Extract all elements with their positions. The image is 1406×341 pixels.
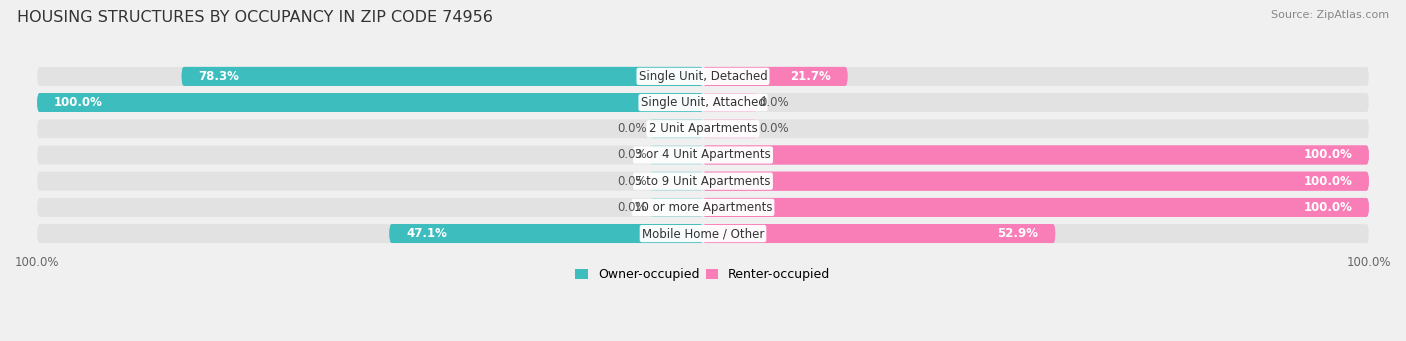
Text: 0.0%: 0.0% xyxy=(617,201,647,214)
Legend: Owner-occupied, Renter-occupied: Owner-occupied, Renter-occupied xyxy=(571,264,835,286)
Text: 100.0%: 100.0% xyxy=(53,96,103,109)
Text: Source: ZipAtlas.com: Source: ZipAtlas.com xyxy=(1271,10,1389,20)
FancyBboxPatch shape xyxy=(703,224,1054,243)
FancyBboxPatch shape xyxy=(650,172,703,191)
Text: 21.7%: 21.7% xyxy=(790,70,831,83)
FancyBboxPatch shape xyxy=(703,146,1369,164)
FancyBboxPatch shape xyxy=(37,146,1369,164)
Text: 47.1%: 47.1% xyxy=(406,227,447,240)
FancyBboxPatch shape xyxy=(37,93,703,112)
Text: 10 or more Apartments: 10 or more Apartments xyxy=(634,201,772,214)
Text: 0.0%: 0.0% xyxy=(617,148,647,162)
FancyBboxPatch shape xyxy=(37,198,1369,217)
FancyBboxPatch shape xyxy=(181,67,703,86)
Text: 5 to 9 Unit Apartments: 5 to 9 Unit Apartments xyxy=(636,175,770,188)
FancyBboxPatch shape xyxy=(703,198,1369,217)
Text: 2 Unit Apartments: 2 Unit Apartments xyxy=(648,122,758,135)
FancyBboxPatch shape xyxy=(37,93,703,112)
FancyBboxPatch shape xyxy=(37,119,1369,138)
FancyBboxPatch shape xyxy=(703,198,1369,217)
FancyBboxPatch shape xyxy=(389,224,703,243)
FancyBboxPatch shape xyxy=(703,146,1369,164)
FancyBboxPatch shape xyxy=(703,172,1369,191)
FancyBboxPatch shape xyxy=(703,172,1369,191)
Text: Mobile Home / Other: Mobile Home / Other xyxy=(641,227,765,240)
Text: 3 or 4 Unit Apartments: 3 or 4 Unit Apartments xyxy=(636,148,770,162)
FancyBboxPatch shape xyxy=(703,93,756,112)
Text: 52.9%: 52.9% xyxy=(997,227,1039,240)
Text: 100.0%: 100.0% xyxy=(1303,175,1353,188)
FancyBboxPatch shape xyxy=(650,146,703,164)
FancyBboxPatch shape xyxy=(37,93,1369,112)
Text: 100.0%: 100.0% xyxy=(1303,201,1353,214)
Text: 100.0%: 100.0% xyxy=(1303,148,1353,162)
FancyBboxPatch shape xyxy=(389,224,703,243)
FancyBboxPatch shape xyxy=(703,119,756,138)
FancyBboxPatch shape xyxy=(703,67,848,86)
Text: 0.0%: 0.0% xyxy=(759,96,789,109)
FancyBboxPatch shape xyxy=(650,119,703,138)
FancyBboxPatch shape xyxy=(181,67,703,86)
FancyBboxPatch shape xyxy=(37,67,1369,86)
Text: 0.0%: 0.0% xyxy=(617,122,647,135)
Text: Single Unit, Attached: Single Unit, Attached xyxy=(641,96,765,109)
Text: Single Unit, Detached: Single Unit, Detached xyxy=(638,70,768,83)
FancyBboxPatch shape xyxy=(37,172,1369,191)
Text: 78.3%: 78.3% xyxy=(198,70,239,83)
FancyBboxPatch shape xyxy=(650,198,703,217)
Text: HOUSING STRUCTURES BY OCCUPANCY IN ZIP CODE 74956: HOUSING STRUCTURES BY OCCUPANCY IN ZIP C… xyxy=(17,10,492,25)
FancyBboxPatch shape xyxy=(703,67,848,86)
FancyBboxPatch shape xyxy=(37,224,1369,243)
Text: 0.0%: 0.0% xyxy=(759,122,789,135)
FancyBboxPatch shape xyxy=(703,224,1054,243)
Text: 0.0%: 0.0% xyxy=(617,175,647,188)
